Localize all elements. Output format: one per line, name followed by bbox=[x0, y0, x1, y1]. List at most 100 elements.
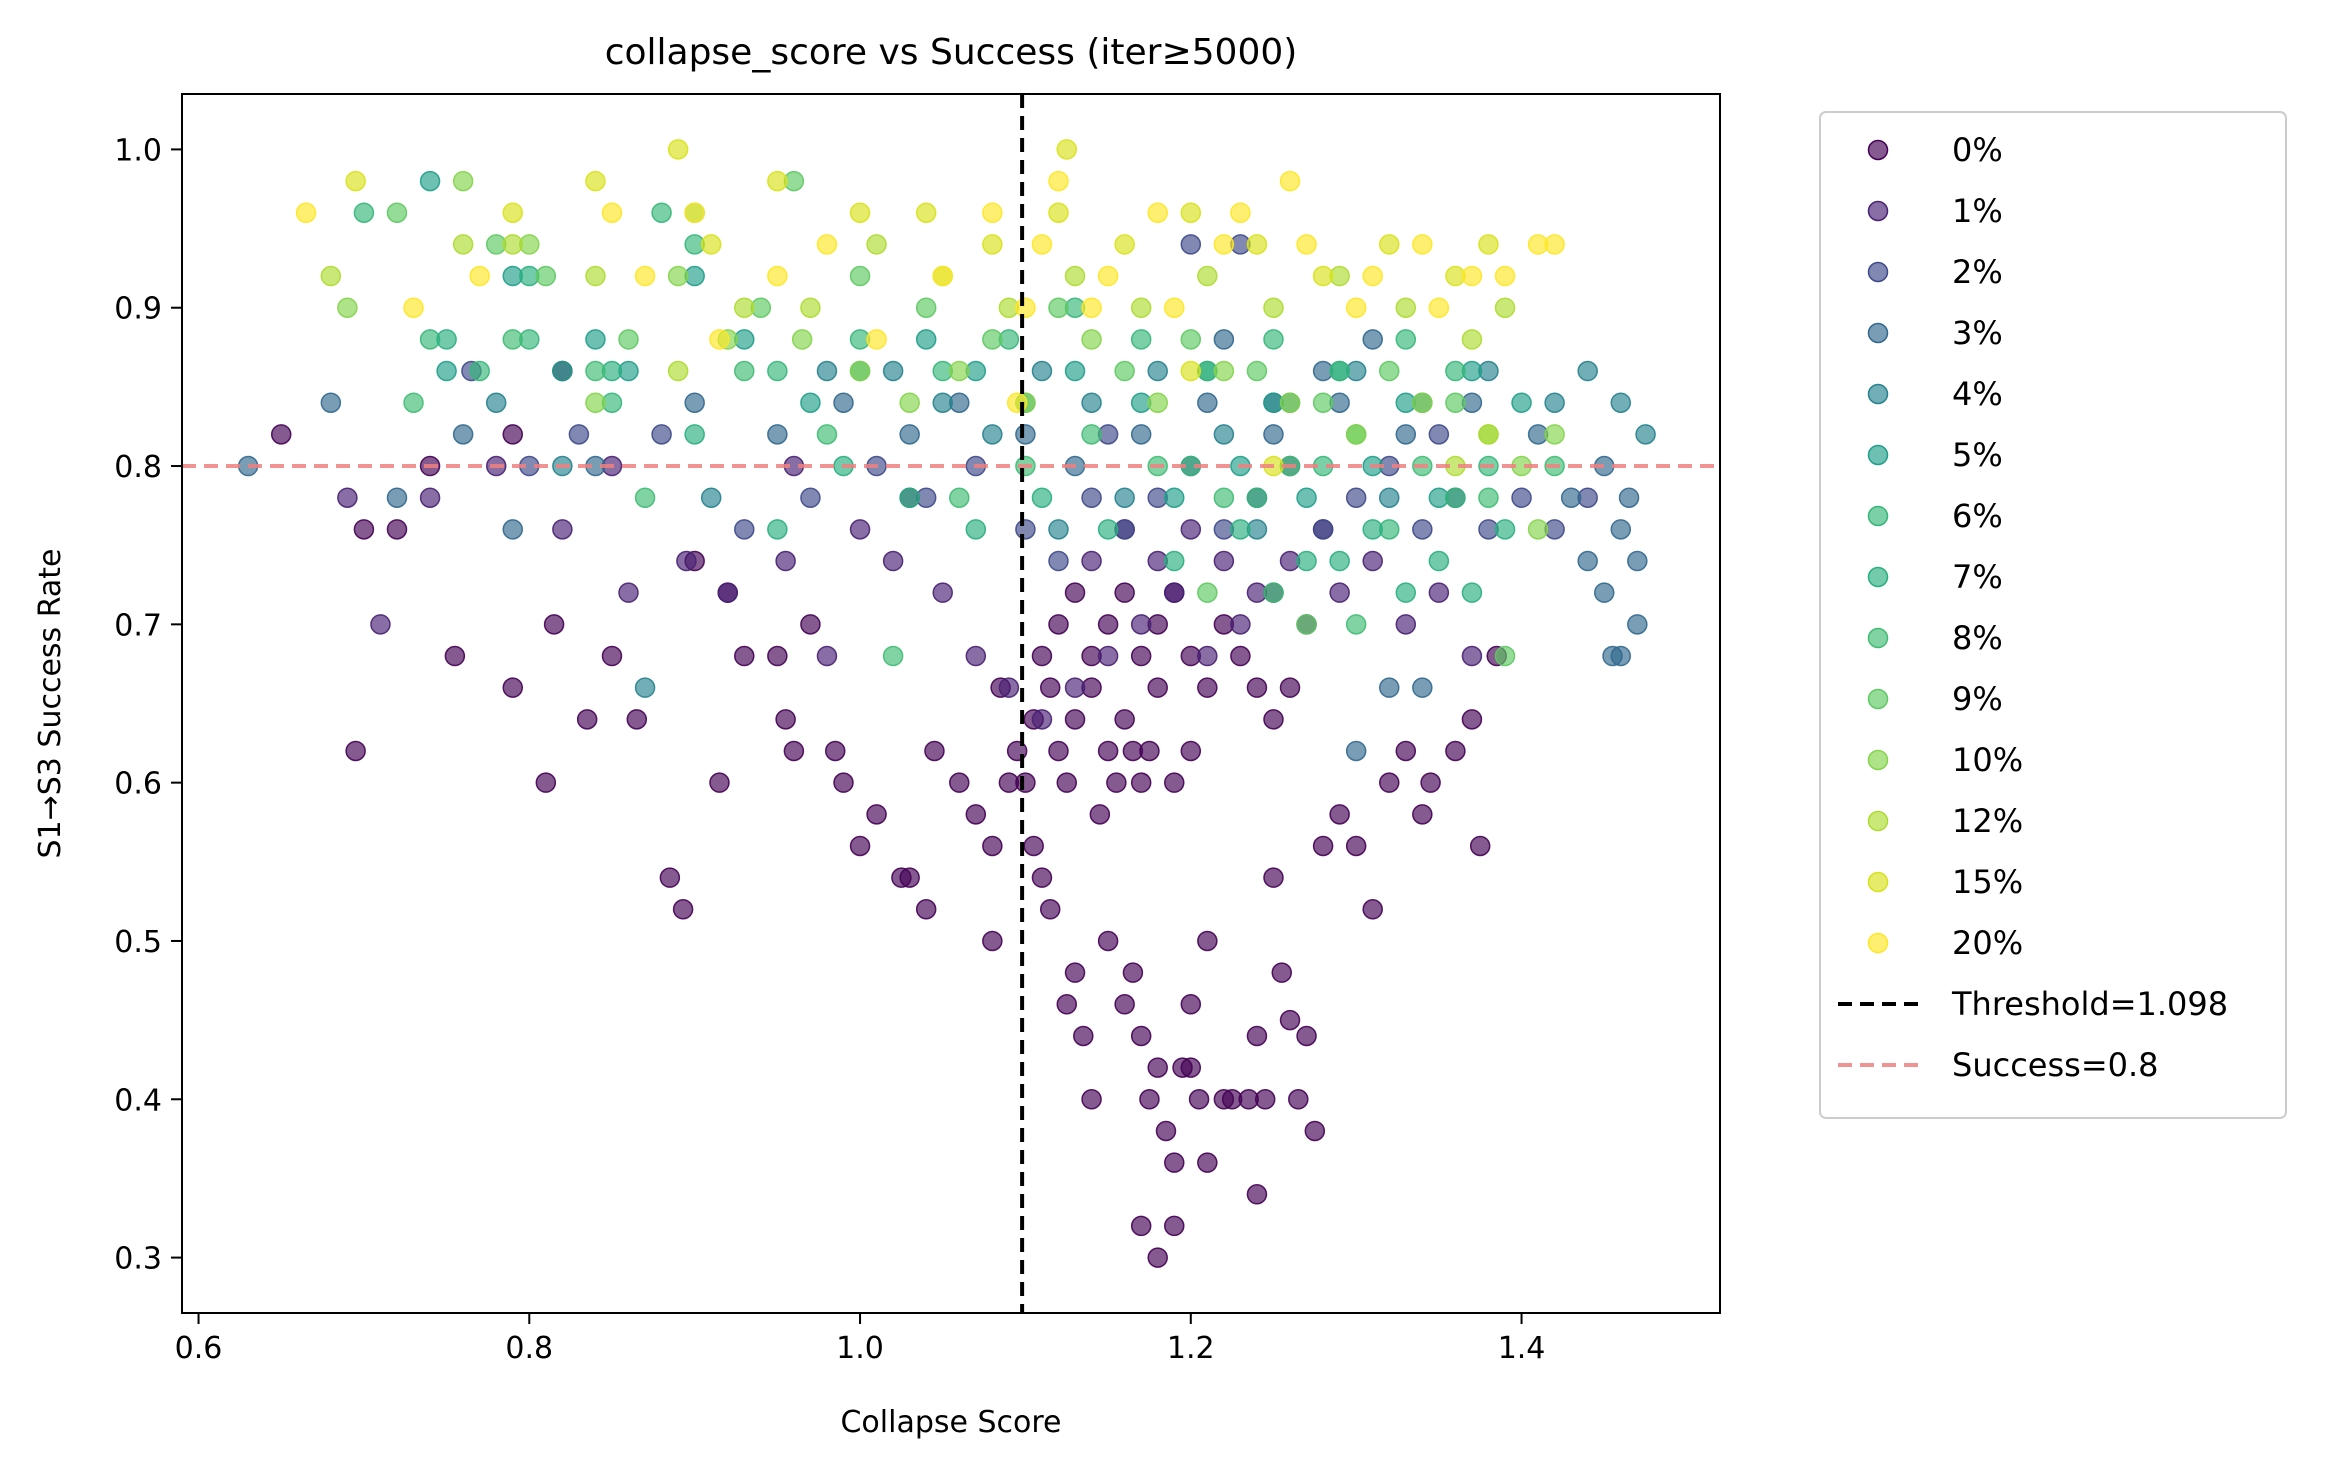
data-point-0-86 bbox=[1362, 899, 1383, 920]
legend-label: 2% bbox=[1952, 253, 2003, 291]
data-point-3-3 bbox=[452, 424, 474, 445]
data-point-9-9 bbox=[982, 329, 1003, 350]
data-point-12-9 bbox=[1114, 234, 1135, 255]
data-point-0-56 bbox=[1122, 962, 1144, 983]
data-point-13-18 bbox=[1345, 297, 1367, 318]
data-point-0-70 bbox=[1254, 1089, 1276, 1110]
data-point-0-90 bbox=[1420, 772, 1441, 793]
data-point-0-15 bbox=[767, 645, 788, 667]
legend: 0% 1% 2% 3% 4% 5% 6% 7% 8% 9% 10% 12% 15% 20% Threshol… bbox=[1819, 111, 2287, 1119]
data-point-12-18 bbox=[1180, 360, 1202, 382]
data-point-12-12 bbox=[1312, 265, 1334, 287]
legend-marker bbox=[1867, 749, 1889, 771]
data-point-0-7 bbox=[543, 614, 565, 635]
data-point-3-15 bbox=[1263, 424, 1284, 445]
data-point-6-15 bbox=[1329, 360, 1350, 382]
data-point-3-26 bbox=[1593, 582, 1615, 603]
data-point-13-30 bbox=[1428, 297, 1450, 318]
data-point-0-41 bbox=[1097, 740, 1119, 762]
data-point-10-7 bbox=[849, 360, 871, 382]
x-tick-label: 1.4 bbox=[1498, 1331, 1546, 1366]
data-point-0-109 bbox=[1064, 582, 1086, 603]
legend-marker bbox=[1867, 139, 1889, 161]
legend-marker bbox=[1867, 810, 1889, 832]
data-point-0-13 bbox=[709, 772, 730, 793]
data-point-0-76 bbox=[1130, 1215, 1152, 1237]
data-point-13-20 bbox=[1461, 265, 1483, 287]
data-point-9-8 bbox=[915, 297, 937, 318]
data-point-5-0 bbox=[419, 170, 441, 192]
data-point-13-0 bbox=[295, 202, 317, 223]
data-point-1-32 bbox=[1180, 519, 1202, 540]
data-point-0-26 bbox=[924, 740, 945, 762]
data-point-6-7 bbox=[767, 360, 788, 382]
legend-marker bbox=[1867, 444, 1889, 466]
data-point-10-15 bbox=[1345, 424, 1367, 445]
legend-label: 12% bbox=[1952, 802, 2023, 840]
data-point-13-7 bbox=[767, 265, 788, 287]
data-point-1-17 bbox=[1097, 645, 1119, 667]
data-point-5-8 bbox=[800, 392, 821, 413]
data-point-1-29 bbox=[1081, 550, 1102, 572]
data-point-0-92 bbox=[1461, 709, 1483, 730]
data-point-6-0 bbox=[353, 202, 375, 223]
data-point-7-4 bbox=[767, 519, 788, 540]
data-point-2-4 bbox=[734, 519, 755, 540]
data-point-13-8 bbox=[816, 234, 838, 255]
data-point-11-3 bbox=[585, 265, 606, 287]
data-point-9-15 bbox=[1378, 360, 1400, 382]
legend-marker bbox=[1867, 505, 1889, 527]
data-point-0-108 bbox=[1048, 614, 1069, 635]
data-point-1-26 bbox=[1395, 614, 1417, 635]
data-point-4-10 bbox=[1147, 360, 1168, 382]
data-point-4-6 bbox=[932, 392, 953, 413]
data-point-0-95 bbox=[1097, 614, 1119, 635]
data-point-1-7 bbox=[717, 582, 738, 603]
data-point-2-29 bbox=[1428, 424, 1450, 445]
data-point-13-2 bbox=[469, 265, 490, 287]
data-point-0-38 bbox=[1064, 709, 1086, 730]
y-tick-label: 0.3 bbox=[114, 1242, 162, 1277]
legend-label: Threshold=1.098 bbox=[1951, 985, 2228, 1023]
data-point-0-78 bbox=[1164, 1215, 1185, 1237]
data-point-9-13 bbox=[1246, 360, 1268, 382]
data-point-0-6 bbox=[535, 772, 557, 793]
data-point-2-11 bbox=[1081, 487, 1102, 508]
data-point-12-2 bbox=[585, 170, 606, 192]
data-point-11-2 bbox=[502, 234, 524, 255]
legend-marker bbox=[1867, 261, 1889, 283]
data-point-2-18 bbox=[1312, 519, 1334, 540]
data-point-9-12 bbox=[1180, 329, 1202, 350]
data-point-11-6 bbox=[800, 297, 821, 318]
data-point-3-24 bbox=[1560, 487, 1582, 508]
data-point-0-3 bbox=[386, 519, 408, 540]
data-point-3-30 bbox=[1345, 740, 1367, 762]
data-point-12-4 bbox=[767, 170, 788, 192]
data-point-10-1 bbox=[452, 170, 474, 192]
legend-label: 0% bbox=[1952, 131, 2003, 169]
data-point-4-0 bbox=[485, 392, 507, 413]
data-point-7-8 bbox=[1031, 487, 1053, 508]
data-point-13-6 bbox=[709, 329, 730, 350]
data-point-10-4 bbox=[667, 265, 689, 287]
data-point-7-14 bbox=[1428, 550, 1450, 572]
data-point-10-11 bbox=[1081, 329, 1102, 350]
data-point-2-9 bbox=[1015, 519, 1036, 540]
data-point-0-82 bbox=[1263, 867, 1284, 888]
data-point-0-27 bbox=[949, 772, 970, 793]
data-point-1-19 bbox=[1164, 582, 1185, 603]
data-point-0-104 bbox=[1246, 677, 1268, 698]
reference-lines-layer bbox=[182, 94, 1720, 1313]
data-point-12-15 bbox=[1478, 234, 1499, 255]
data-point-0-116 bbox=[502, 424, 524, 445]
data-point-0-14 bbox=[734, 645, 755, 667]
data-point-3-11 bbox=[1015, 424, 1036, 445]
data-point-12-0 bbox=[345, 170, 366, 192]
data-point-1-21 bbox=[1230, 614, 1251, 635]
data-point-0-72 bbox=[1279, 1009, 1301, 1031]
data-point-6-2 bbox=[469, 360, 490, 382]
data-point-8-6 bbox=[882, 645, 904, 667]
data-point-13-27 bbox=[1230, 202, 1251, 223]
data-point-9-19 bbox=[1296, 614, 1317, 635]
